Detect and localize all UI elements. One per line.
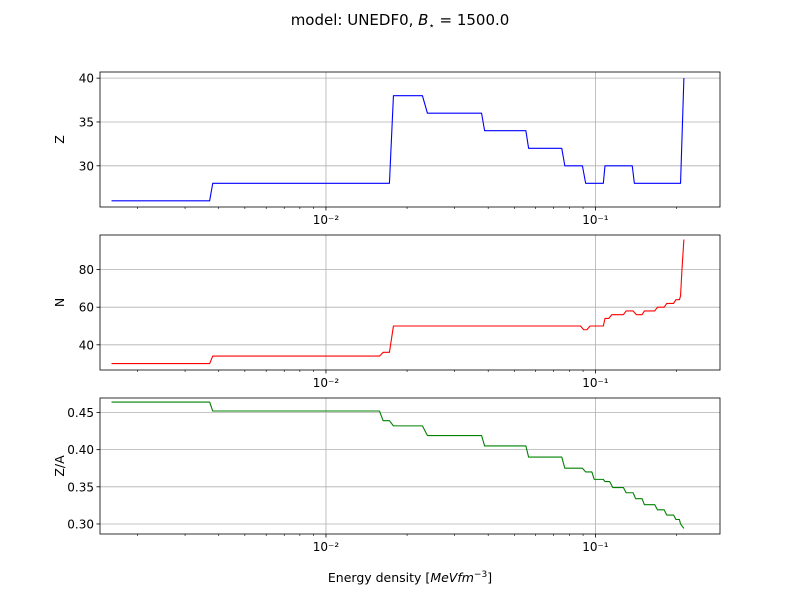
panels: 10⁻² 10⁻¹ 30 35 40 Z 10⁻² 10⁻¹ 40 60 80 N 10⁻² 10⁻¹ 0.… xyxy=(52,71,721,554)
x-tick-label: 10⁻² xyxy=(313,376,340,390)
x-tick-label: 10⁻¹ xyxy=(582,540,609,554)
y-tick-label: 80 xyxy=(79,263,94,277)
y-axis-label: Z/A xyxy=(52,455,67,477)
axes-frame xyxy=(99,234,721,371)
x-tick-label: 10⁻¹ xyxy=(582,213,609,227)
y-tick-label: 0.45 xyxy=(67,406,94,420)
panel-3: 10⁻² 10⁻¹ 0.30 0.35 0.40 0.45 Z/A xyxy=(52,397,721,554)
x-tick-label: 10⁻² xyxy=(313,213,340,227)
panel-1: 10⁻² 10⁻¹ 30 35 40 Z xyxy=(52,71,721,227)
y-tick-label: 0.40 xyxy=(67,443,94,457)
axes-frame xyxy=(99,71,721,208)
y-tick-label: 40 xyxy=(79,72,94,86)
y-tick-label: 35 xyxy=(79,115,94,129)
series-line-z-a xyxy=(111,401,685,529)
x-axis-label: Energy density [MeVfm−3] xyxy=(328,570,492,585)
y-tick-label: 0.35 xyxy=(67,480,94,494)
y-axis-label: N xyxy=(52,298,67,307)
y-tick-label: 60 xyxy=(79,301,94,315)
x-tick-label: 10⁻¹ xyxy=(582,376,609,390)
figure-title: model: UNEDF0, B⋆ = 1500.0 xyxy=(291,11,510,32)
series-line-n xyxy=(111,239,685,365)
axes-frame xyxy=(99,397,721,535)
panel-2: 10⁻² 10⁻¹ 40 60 80 N xyxy=(52,234,721,390)
x-tick-label: 10⁻² xyxy=(313,540,340,554)
y-tick-label: 30 xyxy=(79,159,94,173)
y-axis-label: Z xyxy=(52,135,67,144)
y-tick-label: 0.30 xyxy=(67,517,94,531)
y-tick-label: 40 xyxy=(79,338,94,352)
series-line-z xyxy=(111,78,685,202)
